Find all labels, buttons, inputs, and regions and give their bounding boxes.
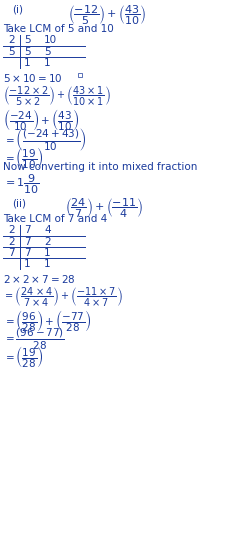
Bar (78, 73, 82, 77)
Text: $2 \times 2 \times 7 = 28$: $2 \times 2 \times 7 = 28$ (3, 273, 76, 285)
Text: (ii): (ii) (12, 198, 26, 208)
Text: $= \left(\dfrac{19}{10}\right)$: $= \left(\dfrac{19}{10}\right)$ (3, 145, 43, 171)
Text: 7: 7 (24, 237, 31, 247)
Text: $\left(\dfrac{-24}{10}\right) + \left(\dfrac{43}{10}\right)$: $\left(\dfrac{-24}{10}\right) + \left(\d… (3, 107, 79, 133)
Text: 5: 5 (8, 47, 15, 57)
Text: Take LCM of 7 and 4: Take LCM of 7 and 4 (3, 214, 107, 224)
Text: 1: 1 (24, 58, 31, 68)
Text: Now converting it into mixed fraction: Now converting it into mixed fraction (3, 162, 197, 172)
Text: $5 \times 10 = 10$: $5 \times 10 = 10$ (3, 72, 63, 84)
Text: 7: 7 (24, 248, 31, 258)
Text: 7: 7 (24, 225, 31, 235)
Text: 10: 10 (44, 35, 57, 45)
Text: 2: 2 (8, 237, 15, 247)
Text: $= 1\dfrac{9}{10}$: $= 1\dfrac{9}{10}$ (3, 173, 40, 197)
Text: (i): (i) (12, 5, 23, 15)
Text: Take LCM of 5 and 10: Take LCM of 5 and 10 (3, 24, 114, 34)
Text: 2: 2 (8, 225, 15, 235)
Text: 5: 5 (24, 35, 31, 45)
Text: 1: 1 (44, 58, 51, 68)
Text: $\left(\dfrac{-12\times2}{5\times2}\right) + \left(\dfrac{43\times1}{10\times1}\: $\left(\dfrac{-12\times2}{5\times2}\righ… (3, 85, 111, 108)
Text: $\left(\dfrac{-12}{5}\right) + \left(\dfrac{43}{10}\right)$: $\left(\dfrac{-12}{5}\right) + \left(\df… (68, 4, 146, 27)
Text: $\left(\dfrac{24}{7}\right) + \left(\dfrac{-11}{4}\right)$: $\left(\dfrac{24}{7}\right) + \left(\dfr… (65, 197, 143, 221)
Text: $= \left(\dfrac{(-24+43)}{10}\right)$: $= \left(\dfrac{(-24+43)}{10}\right)$ (3, 126, 87, 153)
Text: 7: 7 (8, 248, 15, 258)
Text: 4: 4 (44, 225, 51, 235)
Text: 1: 1 (44, 248, 51, 258)
Text: $= \left(\dfrac{19}{28}\right)$: $= \left(\dfrac{19}{28}\right)$ (3, 344, 43, 370)
Text: 2: 2 (44, 237, 51, 247)
Text: 1: 1 (44, 259, 51, 269)
Text: $= \left(\dfrac{24\times4}{7\times4}\right) + \left(\dfrac{-11\times7}{4\times7}: $= \left(\dfrac{24\times4}{7\times4}\rig… (3, 286, 123, 309)
Text: 1: 1 (24, 259, 31, 269)
Text: 5: 5 (44, 47, 51, 57)
Text: 5: 5 (24, 47, 31, 57)
Text: 2: 2 (8, 35, 15, 45)
Text: $= \dfrac{(96-77)}{28}$: $= \dfrac{(96-77)}{28}$ (3, 327, 65, 352)
Text: $= \left(\dfrac{96}{28}\right) + \left(\dfrac{-77}{28}\right)$: $= \left(\dfrac{96}{28}\right) + \left(\… (3, 308, 92, 334)
